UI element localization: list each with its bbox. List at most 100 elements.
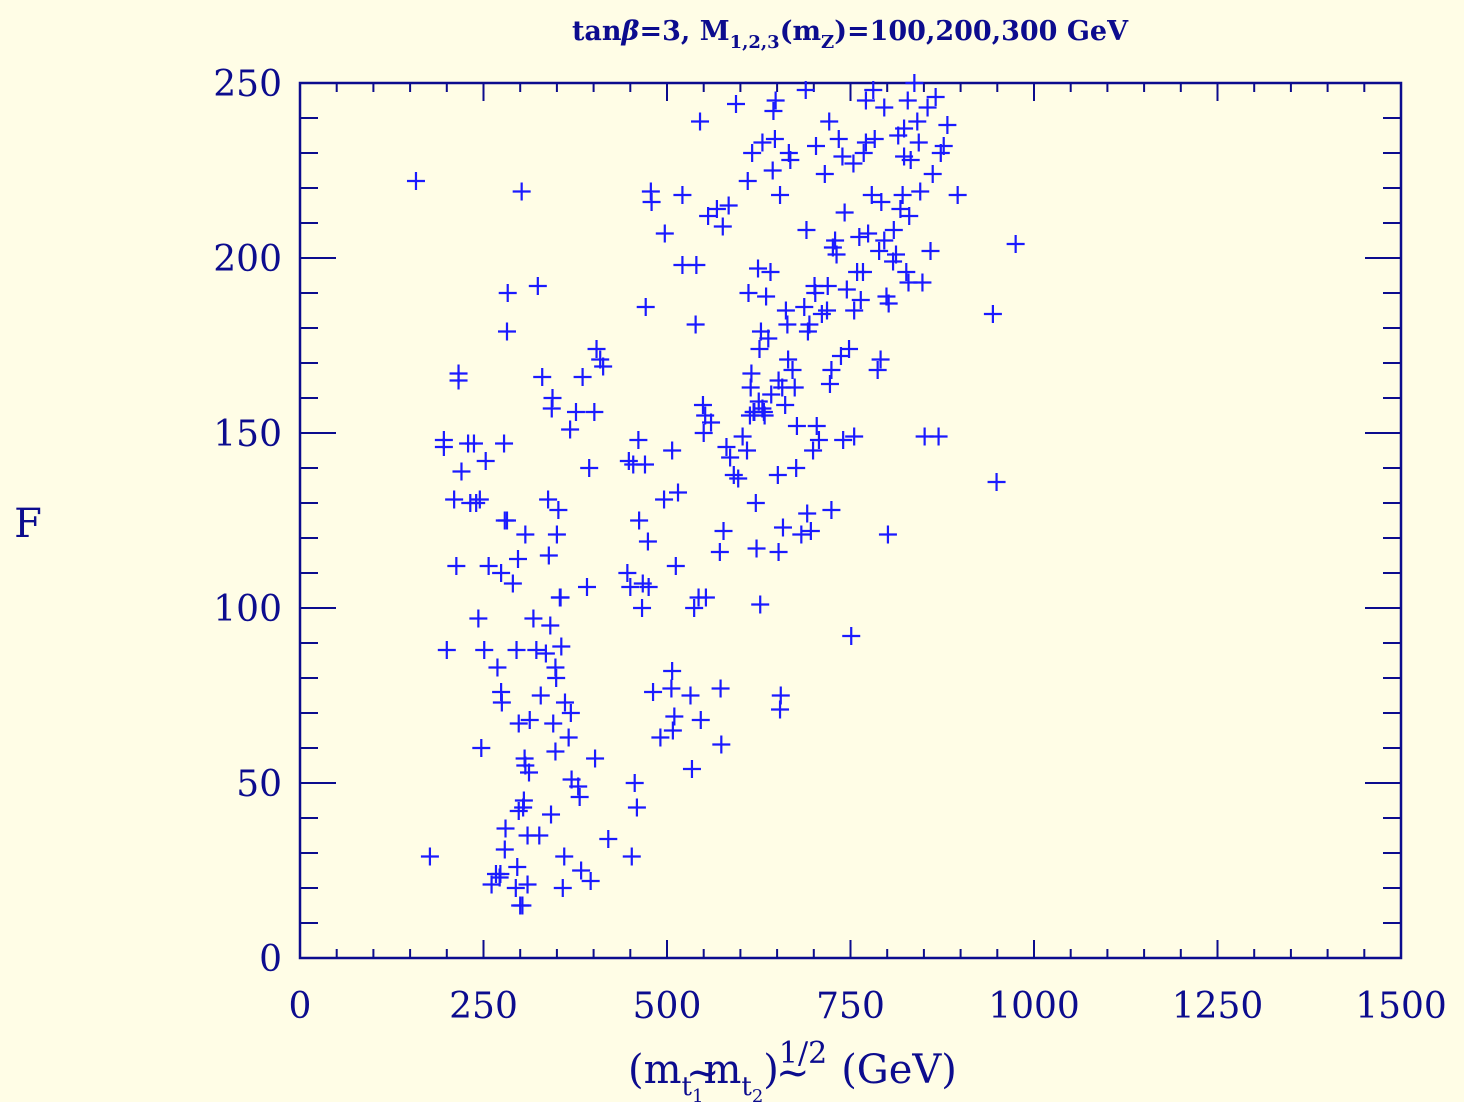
data-point xyxy=(544,714,563,733)
data-point xyxy=(495,840,514,859)
data-point xyxy=(769,543,788,561)
data-point xyxy=(807,417,826,435)
data-point xyxy=(926,88,945,106)
data-point xyxy=(713,217,732,236)
data-point xyxy=(1006,235,1025,253)
data-point xyxy=(909,133,928,152)
data-point xyxy=(853,263,872,281)
data-point xyxy=(549,501,568,519)
data-point xyxy=(539,546,558,565)
data-point xyxy=(844,154,863,173)
data-point xyxy=(766,91,785,110)
data-point xyxy=(685,599,704,617)
data-point xyxy=(739,284,758,302)
data-point xyxy=(691,711,710,729)
data-point xyxy=(547,525,566,544)
data-point xyxy=(573,368,592,386)
data-point xyxy=(809,431,828,449)
data-point xyxy=(491,865,510,883)
data-point xyxy=(581,872,600,890)
data-point xyxy=(884,221,903,239)
data-point xyxy=(864,81,883,99)
data-point xyxy=(929,427,948,446)
data-point xyxy=(820,375,839,393)
data-point xyxy=(547,669,566,687)
data-point xyxy=(871,350,890,369)
data-point xyxy=(764,102,783,120)
x-tick-label: 0 xyxy=(289,986,312,1027)
data-point xyxy=(840,340,859,358)
y-axis-label: F xyxy=(14,501,42,547)
x-tick-label: 1500 xyxy=(1355,986,1447,1027)
data-point xyxy=(987,473,1006,491)
data-point xyxy=(470,490,489,509)
data-point xyxy=(868,361,887,379)
data-point xyxy=(542,805,561,824)
data-point xyxy=(724,466,743,484)
data-point xyxy=(765,130,784,148)
data-point xyxy=(801,522,820,540)
y-tick-label: 100 xyxy=(213,589,282,630)
data-point xyxy=(452,462,471,481)
data-point xyxy=(755,406,774,425)
data-point xyxy=(707,200,726,218)
data-point xyxy=(826,231,845,250)
data-point xyxy=(900,207,919,225)
data-point xyxy=(753,133,772,152)
data-point xyxy=(854,144,873,162)
data-point xyxy=(834,431,853,449)
data-point xyxy=(833,147,852,166)
data-point xyxy=(644,683,663,701)
data-point xyxy=(572,861,591,880)
data-point xyxy=(687,256,706,274)
data-point xyxy=(472,739,491,757)
data-point xyxy=(694,424,713,442)
data-point xyxy=(822,501,841,519)
data-point xyxy=(497,322,516,341)
data-points xyxy=(406,74,1025,915)
data-point xyxy=(492,693,511,712)
data-point xyxy=(569,777,588,796)
data-point xyxy=(897,263,916,281)
data-point xyxy=(792,525,811,544)
data-point xyxy=(747,539,766,558)
data-point xyxy=(827,245,846,264)
data-point xyxy=(918,98,937,117)
data-point xyxy=(785,378,804,397)
data-point xyxy=(520,763,539,782)
data-point xyxy=(778,315,797,334)
data-point xyxy=(934,137,953,155)
data-point xyxy=(850,228,869,246)
data-point xyxy=(887,245,906,264)
data-point xyxy=(594,357,613,376)
data-point xyxy=(503,574,522,593)
data-point xyxy=(865,130,884,148)
data-point xyxy=(693,396,712,414)
data-point xyxy=(586,749,605,768)
data-point xyxy=(536,644,555,663)
y-tick-labels: 0 50 100 150 200 250 xyxy=(213,64,282,980)
data-point xyxy=(509,714,528,733)
data-point xyxy=(476,452,495,470)
data-point xyxy=(561,420,580,439)
data-point xyxy=(859,224,878,243)
data-point xyxy=(530,826,549,845)
data-point xyxy=(738,172,757,190)
data-point xyxy=(541,616,560,635)
x-tick-label: 750 xyxy=(816,986,885,1027)
data-point xyxy=(570,788,589,806)
data-point xyxy=(806,284,825,302)
data-point xyxy=(983,305,1002,323)
data-point xyxy=(818,277,837,295)
data-point xyxy=(437,641,456,659)
data-point xyxy=(696,588,715,607)
data-point xyxy=(642,193,661,211)
data-point xyxy=(622,847,641,866)
data-point xyxy=(633,599,652,617)
data-point xyxy=(776,396,795,414)
data-point xyxy=(625,774,644,792)
data-point xyxy=(787,459,806,477)
data-point xyxy=(686,315,705,334)
data-point xyxy=(639,578,658,596)
data-point xyxy=(663,662,682,680)
